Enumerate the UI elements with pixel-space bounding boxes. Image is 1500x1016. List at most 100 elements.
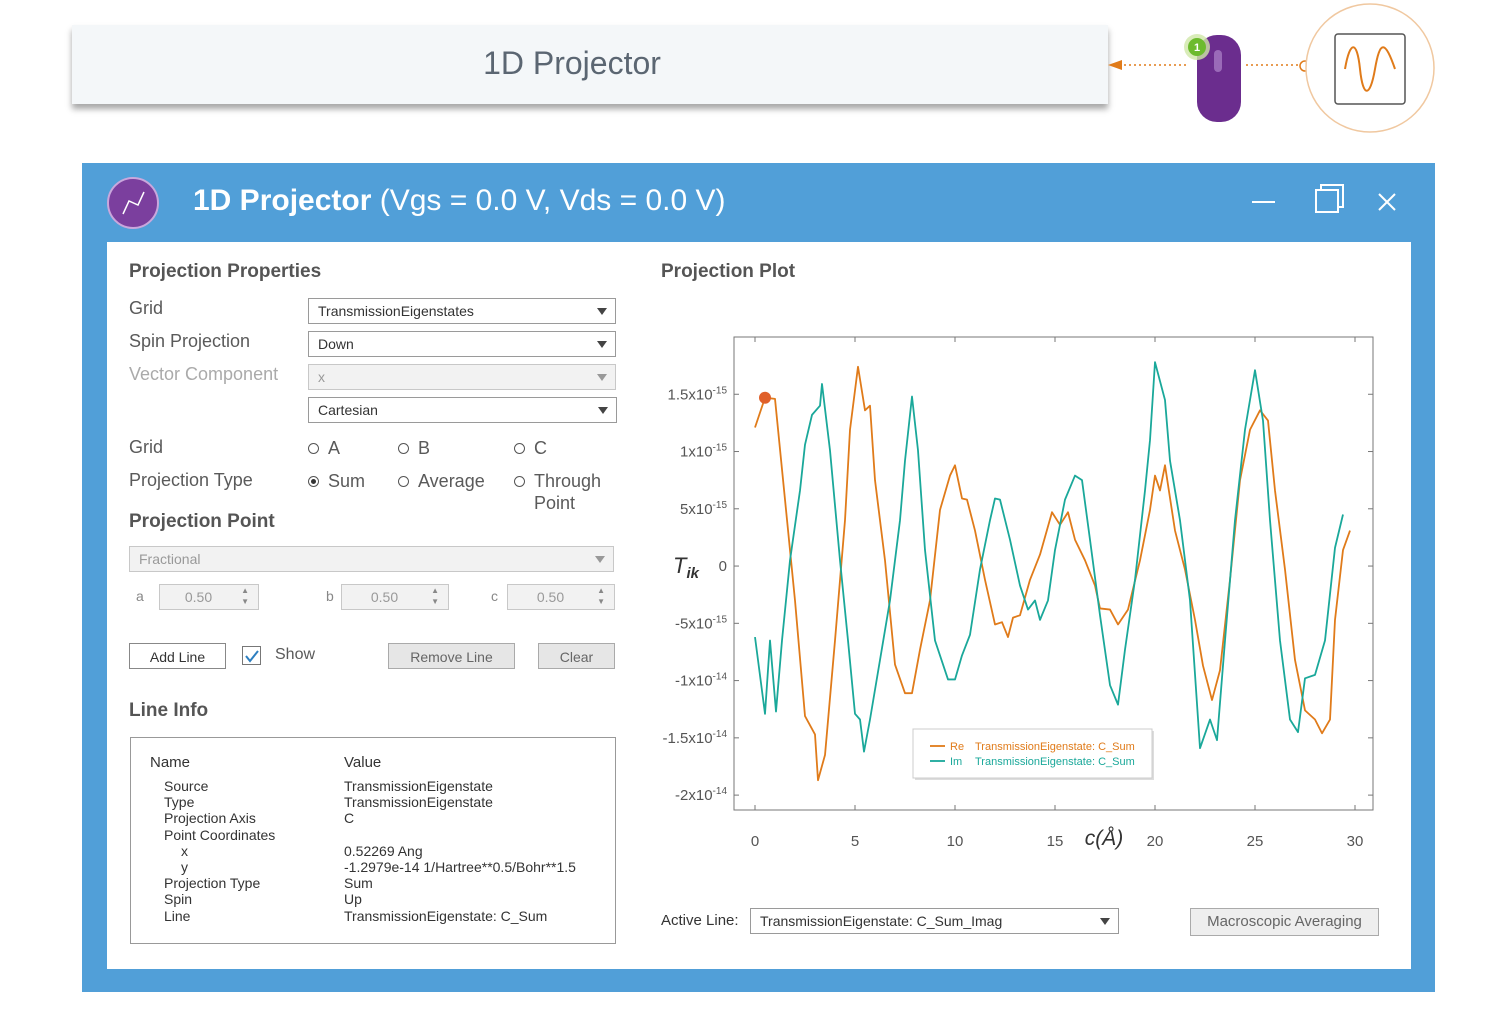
show-checkbox[interactable] xyxy=(242,646,261,665)
y-tick-label: 1x10-15 xyxy=(680,443,727,461)
info-name: x xyxy=(181,842,188,859)
field-dropdown[interactable]: x xyxy=(308,364,616,390)
spin-arrows: ▲ ▼ xyxy=(431,586,439,606)
y-tick-label: -1x10-14 xyxy=(675,672,727,690)
mode-dropdown[interactable]: Fractional xyxy=(129,546,614,572)
clear-button[interactable]: Clear xyxy=(538,643,615,669)
info-name: Projection Axis xyxy=(164,810,256,827)
add-line-button[interactable]: Add Line xyxy=(129,643,226,669)
x-tick-label: 25 xyxy=(1247,833,1264,850)
radio-label: Through Point xyxy=(534,471,602,513)
maximize-glyph xyxy=(1320,184,1344,208)
y-axis-label-main: T xyxy=(673,553,688,578)
radio-label: Sum xyxy=(328,471,366,491)
field-dropdown-text: Down xyxy=(318,336,354,352)
active-line-label: Active Line: xyxy=(661,912,739,929)
field-dropdown[interactable]: TransmissionEigenstates xyxy=(308,298,616,324)
info-name: Line xyxy=(164,907,191,924)
check-mark xyxy=(245,650,259,663)
y-axis-label: Tik xyxy=(673,553,700,582)
field-dropdown-text: TransmissionEigenstates xyxy=(318,303,474,319)
dropdown-caret xyxy=(598,407,608,414)
y-tick-exponent: -14 xyxy=(713,786,728,797)
legend-name: Im xyxy=(950,756,962,768)
window-subtitle: (Vgs = 0.0 V, Vds = 0.0 V) xyxy=(379,184,726,217)
header-card: 1D Projector xyxy=(72,25,1108,104)
radio-button[interactable] xyxy=(308,476,319,487)
badge xyxy=(1188,38,1206,56)
radio-button[interactable] xyxy=(398,443,409,454)
radio-button[interactable] xyxy=(308,443,319,454)
y-tick-mantissa: -5x10 xyxy=(675,615,713,632)
dropdown-caret xyxy=(597,341,607,348)
field-dropdown[interactable]: Down xyxy=(308,331,616,357)
coord-value: 0.50 xyxy=(370,589,399,605)
line-info-box xyxy=(130,737,616,944)
y-tick-label: -2x10-14 xyxy=(675,786,727,804)
field-dropdown-text: x xyxy=(318,369,325,385)
x-axis-label: c(Å) xyxy=(1085,827,1124,850)
field-label: Spin Projection xyxy=(129,331,251,351)
mouse-wheel xyxy=(1214,50,1222,72)
radio-button[interactable] xyxy=(514,443,525,454)
dropdown-caret xyxy=(1100,918,1110,925)
dropdown-caret xyxy=(595,556,605,563)
coord-value: 0.50 xyxy=(184,589,213,605)
field-dropdown-text: Cartesian xyxy=(318,402,378,418)
y-tick-mantissa: 5x10 xyxy=(680,501,713,518)
show-label: Show xyxy=(275,646,316,663)
y-tick-mantissa: 1.5x10 xyxy=(668,386,713,403)
x-tick-label: 30 xyxy=(1347,833,1364,850)
info-name: y xyxy=(181,859,188,875)
window-title: 1D Projector xyxy=(193,184,372,217)
macroscopic-averaging-button[interactable]: Macroscopic Averaging xyxy=(1190,908,1379,936)
coord-label: c xyxy=(491,588,498,604)
maximize-button[interactable] xyxy=(1315,189,1339,213)
y-tick-label: -5x10-15 xyxy=(675,614,727,632)
info-value: TransmissionEigenstate xyxy=(344,778,493,794)
radio-label: C xyxy=(534,438,547,458)
header-title: 1D Projector xyxy=(483,45,661,81)
coord-spinbox[interactable]: 0.50 ▲ ▼ xyxy=(159,584,259,610)
y-tick-exponent: -14 xyxy=(713,672,728,683)
connector-icons: 1 xyxy=(1108,3,1435,133)
y-tick-exponent: -15 xyxy=(713,385,728,396)
field-dropdown[interactable]: Cartesian xyxy=(308,397,617,423)
y-tick-label: 0 xyxy=(719,558,727,575)
y-tick-mantissa: 1x10 xyxy=(680,444,713,461)
close-button[interactable] xyxy=(1378,193,1396,211)
info-value: Up xyxy=(344,891,362,908)
x-tick-label: 5 xyxy=(851,833,859,850)
coord-spinbox[interactable]: 0.50 ▲ ▼ xyxy=(341,584,449,610)
y-tick-exponent: -15 xyxy=(713,614,728,625)
radio-button[interactable] xyxy=(514,476,525,487)
info-value: -1.2979e-14 1/Hartree**0.5/Bohr**1.5 xyxy=(344,859,576,875)
spin-arrows: ▲ ▼ xyxy=(597,586,605,606)
x-tick-label: 10 xyxy=(947,833,964,850)
info-value: C xyxy=(344,810,355,827)
radio-group-label: Projection Type xyxy=(129,470,253,490)
radio-label: B xyxy=(418,438,431,458)
coord-value: 0.50 xyxy=(536,589,565,605)
column-header: Value xyxy=(344,754,382,771)
data-line xyxy=(754,365,1351,782)
dropdown-caret xyxy=(597,308,607,315)
active-line-dropdown[interactable]: TransmissionEigenstate: C_Sum_Imag xyxy=(750,908,1119,934)
x-tick-label: 20 xyxy=(1147,833,1164,850)
y-tick-label: -1.5x10-14 xyxy=(663,729,728,747)
badge-text: 1 xyxy=(1194,42,1200,54)
column-header: Name xyxy=(150,754,191,771)
coord-spinbox[interactable]: 0.50 ▲ ▼ xyxy=(507,584,615,610)
info-name: Type xyxy=(164,794,195,811)
info-name: Source xyxy=(164,778,209,794)
radio-label: A xyxy=(328,438,341,458)
section-heading: Projection Plot xyxy=(661,261,796,282)
remove-line-button[interactable]: Remove Line xyxy=(388,643,515,669)
y-tick-label: 1.5x10-15 xyxy=(668,385,728,403)
radio-button[interactable] xyxy=(398,476,409,487)
spin-arrows: ▲ ▼ xyxy=(241,586,249,606)
x-tick-label: 0 xyxy=(751,833,759,850)
y-tick-exponent: -14 xyxy=(713,729,728,740)
selected-point xyxy=(759,391,771,404)
sine-icon xyxy=(1344,46,1396,92)
